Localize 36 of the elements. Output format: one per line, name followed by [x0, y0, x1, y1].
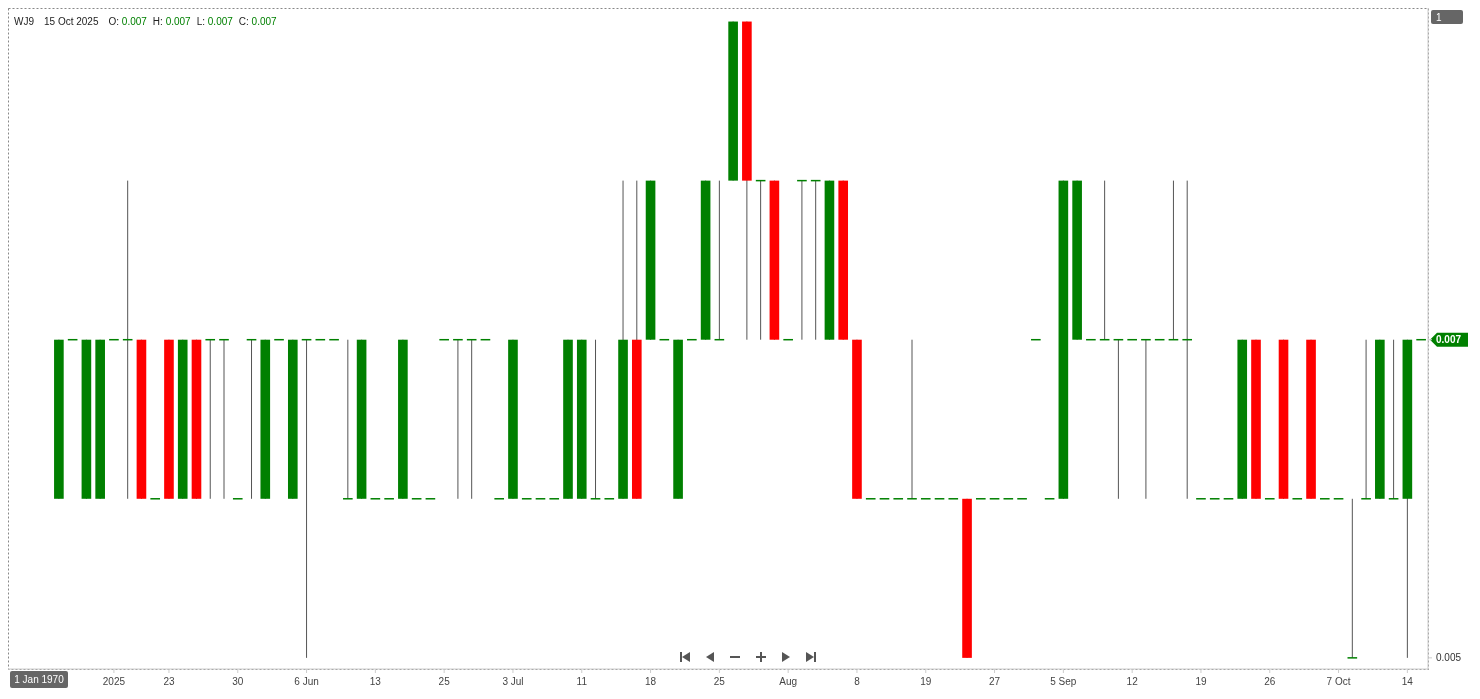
annotation: C: 0.007	[238, 16, 278, 27]
x-tick-label: 11	[576, 676, 588, 687]
x-tick-label: 13	[369, 676, 382, 687]
x-tick-label: 8	[854, 676, 861, 687]
x-tick-label: 30	[232, 676, 244, 687]
x-tick-label: 5 Sep	[1050, 676, 1077, 687]
x-tick-label: 23	[163, 676, 175, 687]
text: 1	[1436, 12, 1442, 23]
candlestick	[1361, 339, 1371, 500]
x-tick-label: Aug	[779, 676, 798, 687]
x-tick-label: 25	[713, 676, 726, 687]
x-tick-label: 27	[989, 676, 1001, 687]
x-tick-label: 6 Jun	[294, 676, 319, 687]
x-tick-label: 25	[438, 676, 451, 687]
annotation: L: 0.007	[196, 16, 234, 27]
x-tick-label: 7 Oct	[1326, 676, 1351, 687]
x-tick-label: 14	[1401, 676, 1414, 687]
x-tick-label: 26	[1264, 676, 1276, 687]
x-tick-label: 19	[1195, 676, 1207, 687]
candlestick	[1347, 498, 1358, 659]
y-tick-label: 0.007	[1436, 334, 1462, 346]
chart-subtitle: 15 Oct 2025	[44, 16, 99, 27]
y-tick-label: 0.005	[1436, 652, 1462, 664]
x-tick-label: 19	[920, 676, 932, 687]
x-tick-label: 3 Jul	[502, 676, 524, 687]
candlestick	[1388, 339, 1399, 500]
candlestick	[590, 339, 601, 500]
annotation: H: 0.007	[152, 16, 192, 27]
x-tick-label: 18	[645, 676, 657, 687]
chart-title: WJ9	[14, 16, 35, 27]
candlestick	[343, 339, 353, 500]
text: 1 Jan 1970	[14, 674, 65, 685]
annotation: O: 0.007	[108, 16, 148, 27]
x-tick-label: 2025	[102, 676, 126, 687]
candlestick	[907, 339, 917, 500]
x-tick-label: 12	[1126, 676, 1139, 687]
